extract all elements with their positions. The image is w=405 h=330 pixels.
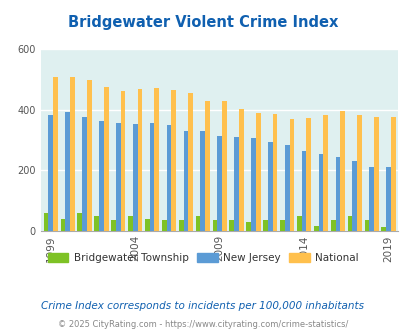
- Bar: [289, 119, 294, 231]
- Bar: [116, 123, 120, 231]
- Bar: [229, 219, 234, 231]
- Bar: [183, 131, 188, 231]
- Text: © 2025 CityRating.com - https://www.cityrating.com/crime-statistics/: © 2025 CityRating.com - https://www.city…: [58, 319, 347, 329]
- Bar: [188, 93, 192, 231]
- Bar: [279, 219, 284, 231]
- Bar: [77, 214, 82, 231]
- Bar: [205, 101, 209, 231]
- Bar: [356, 115, 361, 231]
- Bar: [94, 216, 99, 231]
- Text: Crime Index corresponds to incidents per 100,000 inhabitants: Crime Index corresponds to incidents per…: [41, 301, 364, 311]
- Bar: [373, 116, 378, 231]
- Bar: [217, 136, 222, 231]
- Bar: [145, 219, 149, 231]
- Bar: [195, 216, 200, 231]
- Bar: [301, 151, 306, 231]
- Bar: [381, 227, 385, 231]
- Text: Bridgewater Violent Crime Index: Bridgewater Violent Crime Index: [68, 15, 337, 30]
- Bar: [200, 131, 205, 231]
- Bar: [238, 109, 243, 231]
- Bar: [385, 167, 390, 231]
- Bar: [335, 157, 339, 231]
- Bar: [137, 89, 142, 231]
- Bar: [246, 222, 250, 231]
- Bar: [87, 80, 92, 231]
- Bar: [318, 154, 323, 231]
- Bar: [162, 219, 166, 231]
- Bar: [132, 124, 137, 231]
- Bar: [82, 116, 87, 231]
- Bar: [272, 114, 277, 231]
- Bar: [352, 161, 356, 231]
- Bar: [60, 219, 65, 231]
- Bar: [330, 219, 335, 231]
- Bar: [323, 115, 327, 231]
- Bar: [212, 220, 217, 231]
- Bar: [250, 138, 255, 231]
- Bar: [53, 77, 58, 231]
- Bar: [262, 219, 267, 231]
- Bar: [149, 123, 154, 231]
- Bar: [306, 117, 311, 231]
- Bar: [99, 120, 104, 231]
- Bar: [296, 216, 301, 231]
- Bar: [154, 88, 159, 231]
- Bar: [120, 91, 125, 231]
- Legend: Bridgewater Township, New Jersey, National: Bridgewater Township, New Jersey, Nation…: [43, 248, 362, 267]
- Bar: [171, 90, 176, 231]
- Bar: [178, 219, 183, 231]
- Bar: [234, 137, 238, 231]
- Bar: [104, 87, 108, 231]
- Bar: [284, 145, 289, 231]
- Bar: [111, 219, 116, 231]
- Bar: [70, 77, 75, 231]
- Bar: [166, 125, 171, 231]
- Bar: [390, 116, 395, 231]
- Bar: [255, 113, 260, 231]
- Bar: [364, 219, 369, 231]
- Bar: [222, 101, 226, 231]
- Bar: [43, 213, 48, 231]
- Bar: [128, 216, 132, 231]
- Bar: [313, 226, 318, 231]
- Bar: [65, 112, 70, 231]
- Bar: [267, 142, 272, 231]
- Bar: [339, 111, 344, 231]
- Bar: [369, 167, 373, 231]
- Bar: [48, 115, 53, 231]
- Bar: [347, 216, 352, 231]
